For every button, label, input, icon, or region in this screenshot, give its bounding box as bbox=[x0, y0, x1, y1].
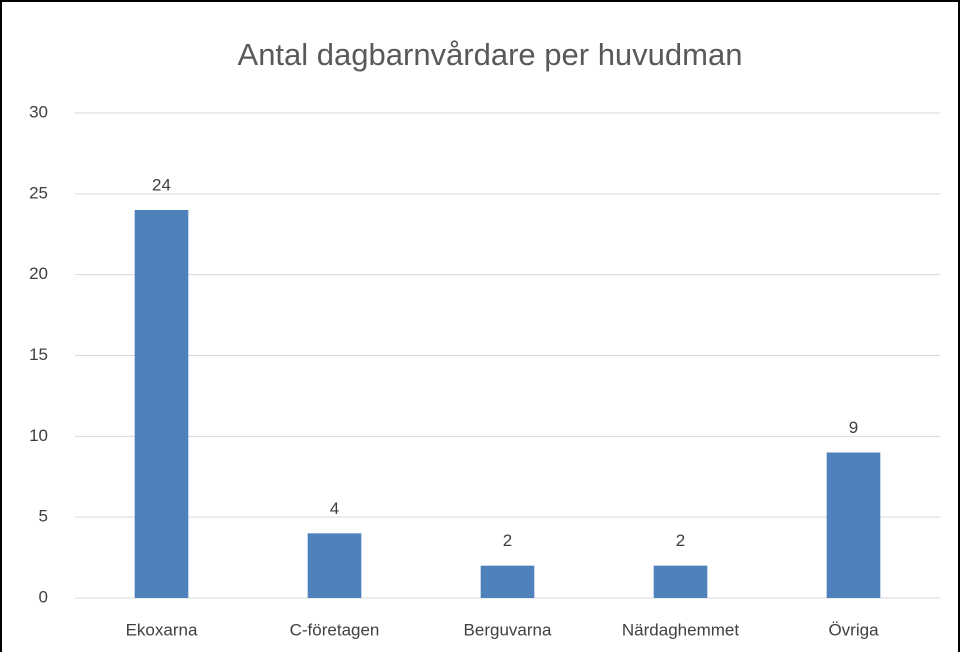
x-tick-label: Övriga bbox=[828, 620, 879, 639]
y-tick-label: 20 bbox=[29, 264, 48, 283]
bar bbox=[134, 210, 189, 598]
bar bbox=[653, 565, 708, 598]
bar bbox=[480, 565, 535, 598]
y-tick-label: 0 bbox=[39, 587, 48, 606]
y-tick-label: 15 bbox=[29, 345, 48, 364]
x-tick-label: Ekoxarna bbox=[126, 620, 198, 639]
bar bbox=[826, 452, 881, 598]
data-label: 2 bbox=[676, 531, 685, 550]
y-tick-label: 30 bbox=[29, 102, 48, 121]
chart-title: Antal dagbarnvårdare per huvudman bbox=[238, 37, 743, 72]
data-label: 24 bbox=[152, 175, 171, 194]
x-tick-label: C-företagen bbox=[290, 620, 380, 639]
bar bbox=[307, 533, 362, 598]
data-label: 9 bbox=[849, 418, 858, 437]
y-tick-label: 25 bbox=[29, 183, 48, 202]
y-tick-label: 5 bbox=[39, 507, 48, 526]
y-tick-label: 10 bbox=[29, 426, 48, 445]
data-label: 2 bbox=[503, 531, 512, 550]
x-tick-label: Närdaghemmet bbox=[622, 620, 739, 639]
data-label: 4 bbox=[330, 499, 339, 518]
x-tick-label: Berguvarna bbox=[464, 620, 552, 639]
